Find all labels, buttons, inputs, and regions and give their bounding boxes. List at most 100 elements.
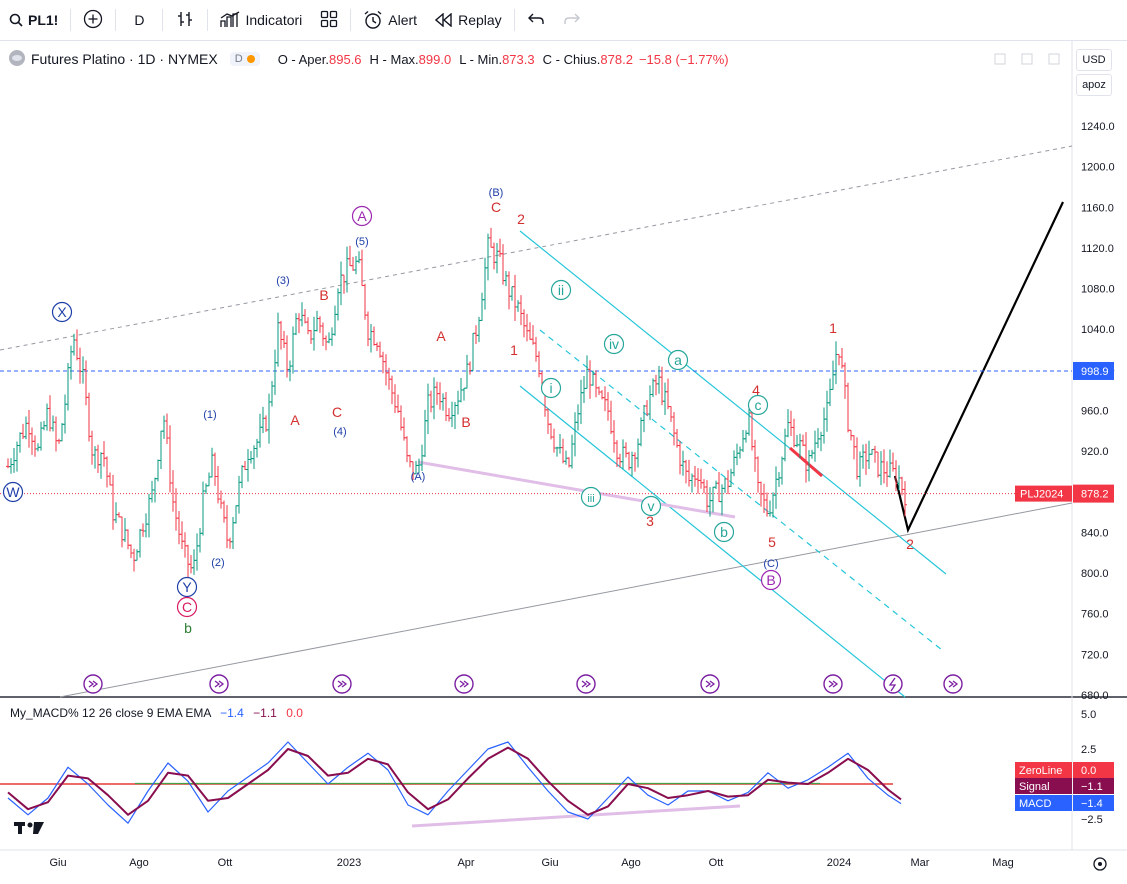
- toolbar-divider: [513, 9, 515, 31]
- open-value: O - Aper.895.6: [277, 51, 362, 67]
- time-tick-label: Giu: [541, 857, 558, 869]
- pane-control-icon: [1021, 53, 1033, 65]
- channel-upper-line: [519, 230, 947, 575]
- wave-label-circle: [713, 521, 735, 543]
- interval-label: D: [134, 12, 145, 28]
- wave-label-circle: [580, 486, 602, 508]
- wave-label: c: [755, 397, 762, 413]
- wave-label-circle: [351, 205, 373, 227]
- interval-button[interactable]: D: [119, 0, 159, 40]
- gear-inner: [1098, 862, 1102, 866]
- bars-icon: [175, 9, 195, 32]
- price-tick-label: 800.0: [1081, 568, 1109, 580]
- replay-button[interactable]: Replay: [426, 0, 511, 40]
- price-tick-label: 1240.0: [1081, 121, 1115, 133]
- wave-label: b: [720, 524, 728, 540]
- wave-label-circle: [51, 301, 73, 323]
- wave-label-circle: [176, 596, 198, 618]
- time-tick-label: Ott: [218, 857, 233, 869]
- axes: 1240.01200.01160.01120.01080.01040.01000…: [14, 53, 1115, 871]
- zeroline-value-tag: [1073, 762, 1114, 778]
- wave-label: B: [461, 414, 470, 430]
- wave-label: C: [491, 199, 501, 215]
- scale-mode-button[interactable]: apoz: [1076, 74, 1112, 96]
- pane-control-icon: [994, 53, 1006, 65]
- toolbar-divider: [350, 9, 352, 31]
- signal-value: −1.1: [1081, 781, 1103, 793]
- templates-button[interactable]: [311, 0, 347, 40]
- toolbar-divider: [70, 9, 72, 31]
- macd-legend-zero: 0.0: [286, 706, 303, 720]
- time-tick-label: 2024: [827, 857, 851, 869]
- zeroline-name: ZeroLine: [1019, 765, 1062, 777]
- chart-title: Futures Platino · 1D · NYMEX: [31, 51, 218, 67]
- price-bars: [6, 227, 907, 579]
- chart-type-button[interactable]: [166, 0, 204, 40]
- wave-label: C: [182, 599, 192, 615]
- wave-label: X: [57, 304, 67, 320]
- event-markers: [83, 674, 963, 694]
- wave-label: b: [184, 620, 192, 636]
- alert-button[interactable]: Alert: [354, 0, 426, 40]
- undo-button[interactable]: [518, 0, 554, 40]
- wave-label: B: [766, 572, 775, 588]
- price-tick-label: 1080.0: [1081, 284, 1115, 296]
- tradingview-logo-icon: [14, 822, 44, 834]
- event-marker-icon: [581, 680, 592, 688]
- wave-label: 1: [829, 320, 837, 336]
- wave-label: i: [549, 380, 552, 396]
- price-tick-label: 720.0: [1081, 649, 1109, 661]
- redo-icon: [563, 11, 581, 30]
- redo-button[interactable]: [554, 0, 590, 40]
- time-tick-label: Apr: [457, 857, 474, 869]
- price-tick-label: 1200.0: [1081, 162, 1115, 174]
- macd-value: −1.4: [1081, 798, 1103, 810]
- wave-label: A: [436, 328, 446, 344]
- price-tick-label: 920.0: [1081, 446, 1109, 458]
- projection-path: [893, 201, 1064, 534]
- macd-tick-label: 5.0: [1081, 709, 1096, 721]
- wave-label-circle: [176, 576, 198, 598]
- time-tick-label: Ott: [709, 857, 724, 869]
- time-tick-label: Mag: [992, 857, 1013, 869]
- currency-button[interactable]: USD: [1076, 49, 1112, 71]
- wave-label: v: [648, 498, 655, 514]
- signal-line: [7, 746, 902, 816]
- wave-label: 4: [752, 382, 760, 398]
- logo-part: [18, 822, 22, 834]
- wave-label: Y: [182, 579, 192, 595]
- compare-symbol-button[interactable]: [74, 0, 112, 40]
- price-tick-label: 1160.0: [1081, 202, 1114, 214]
- wave-label-circle: [760, 569, 782, 591]
- current-symbol-label: PLJ2024: [1020, 489, 1063, 501]
- indicators-button[interactable]: Indicatori: [211, 0, 311, 40]
- undo-icon: [527, 11, 545, 30]
- price-tick-label: 760.0: [1081, 609, 1109, 621]
- lower-trendline: [59, 502, 1073, 698]
- wave-label: iv: [609, 336, 619, 352]
- chart-legend: Futures Platino · 1D · NYMEX D O - Aper.…: [8, 48, 729, 70]
- indicators-label: Indicatori: [245, 12, 303, 28]
- macd-pane: [0, 741, 902, 828]
- logo-part: [27, 822, 33, 828]
- macd-legend-macd: −1.4: [220, 706, 244, 720]
- plus-circle-icon: [83, 9, 103, 32]
- wave-label-circle: [667, 349, 689, 371]
- macd-legend-title: My_MACD% 12 26 close 9 EMA EMA: [10, 706, 211, 720]
- grid: [0, 40, 1127, 851]
- symbol-search-button[interactable]: PL1!: [0, 0, 67, 40]
- logo-part: [33, 822, 44, 834]
- current-symbol-tag: [1015, 485, 1072, 502]
- symbol-label: PL1!: [28, 12, 59, 28]
- channel-lower-line: [519, 385, 906, 698]
- current-price-tag: [1073, 484, 1114, 503]
- wave-label: a: [674, 352, 682, 368]
- price-tick-label: 960.0: [1081, 406, 1109, 418]
- event-marker-icon: [337, 680, 348, 688]
- zeroline-value: 0.0: [1081, 765, 1096, 777]
- wave-label: (4): [333, 426, 346, 438]
- data-badge[interactable]: D: [229, 52, 260, 66]
- gear-icon: [1093, 857, 1107, 871]
- macd-name: MACD: [1019, 798, 1051, 810]
